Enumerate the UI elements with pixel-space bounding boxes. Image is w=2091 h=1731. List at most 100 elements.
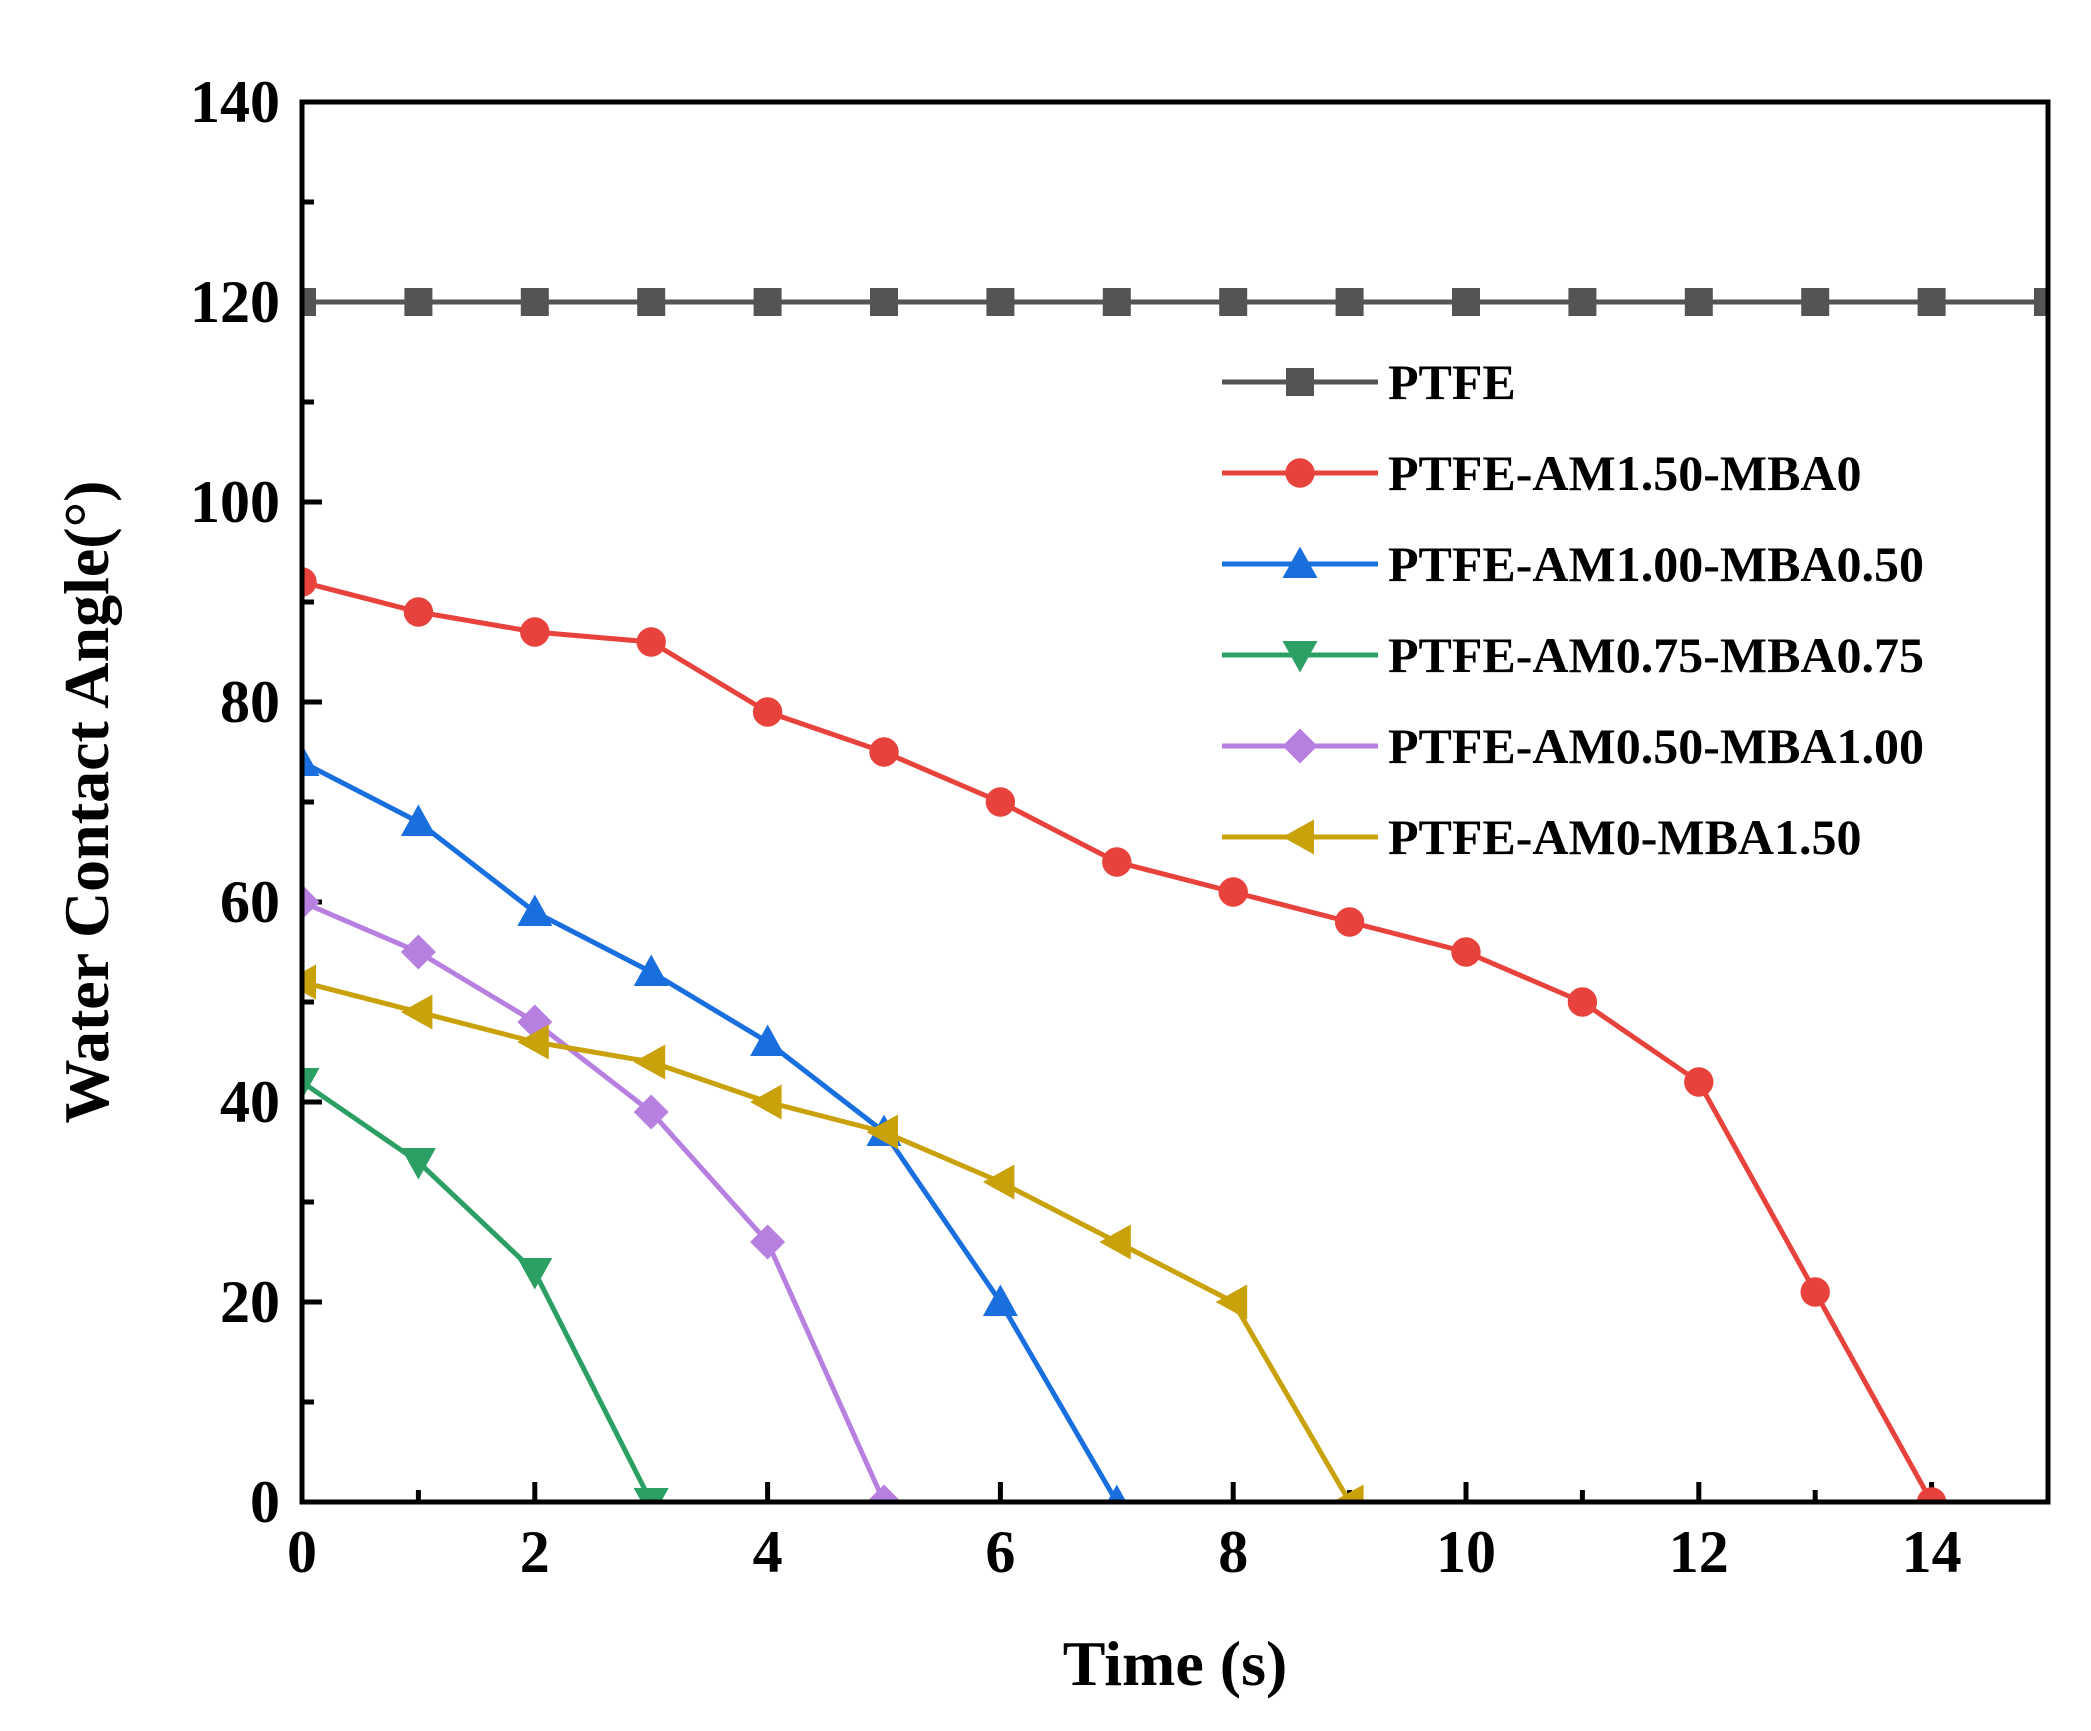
data-point bbox=[1219, 288, 1248, 316]
legend-label: PTFE-AM1.50-MBA0 bbox=[1388, 445, 1862, 501]
data-point bbox=[866, 1114, 898, 1150]
series-line bbox=[302, 1079, 654, 1502]
data-point bbox=[750, 1024, 786, 1056]
series-5 bbox=[302, 884, 902, 1502]
y-tick-label: 140 bbox=[190, 69, 280, 135]
data-point bbox=[403, 597, 434, 627]
legend-entry: PTFE bbox=[1222, 354, 1516, 410]
legend-label: PTFE-AM0-MBA1.50 bbox=[1388, 809, 1862, 865]
series-line bbox=[302, 759, 1119, 1502]
data-point bbox=[302, 964, 316, 1000]
legend-marker bbox=[1285, 458, 1315, 488]
data-point bbox=[1684, 1067, 1714, 1097]
data-point bbox=[302, 744, 320, 776]
data-point bbox=[400, 1148, 436, 1180]
plot-frame bbox=[299, 99, 2051, 1505]
series-2 bbox=[302, 567, 1947, 1502]
data-point bbox=[1332, 1484, 1364, 1502]
data-point bbox=[1334, 907, 1365, 937]
y-tick-label: 120 bbox=[190, 269, 280, 335]
x-tick-label: 12 bbox=[1669, 1519, 1729, 1585]
series-line bbox=[302, 979, 1352, 1502]
data-point bbox=[2034, 288, 2048, 316]
data-point bbox=[1801, 288, 1830, 316]
data-point bbox=[517, 894, 553, 926]
data-point bbox=[1107, 1484, 1127, 1502]
x-tick-label: 4 bbox=[753, 1519, 783, 1585]
legend-label: PTFE-AM0.50-MBA1.00 bbox=[1388, 718, 1924, 774]
legend-marker bbox=[1282, 728, 1318, 764]
data-point bbox=[750, 1084, 782, 1120]
data-point bbox=[869, 737, 899, 767]
data-point bbox=[633, 1044, 666, 1080]
data-point bbox=[750, 1224, 786, 1260]
x-tick-label: 0 bbox=[287, 1519, 317, 1585]
data-point bbox=[400, 934, 436, 970]
data-point bbox=[400, 804, 436, 836]
data-point bbox=[866, 1484, 902, 1502]
data-point bbox=[1452, 288, 1480, 316]
data-point bbox=[870, 288, 898, 316]
series-4 bbox=[302, 1068, 669, 1502]
data-point bbox=[517, 1258, 553, 1290]
data-point bbox=[982, 1164, 1015, 1200]
data-point bbox=[1916, 1487, 1947, 1502]
data-point bbox=[1215, 1284, 1248, 1320]
y-tick-label: 60 bbox=[220, 869, 280, 935]
legend-label: PTFE-AM0.75-MBA0.75 bbox=[1388, 627, 1924, 683]
data-point bbox=[302, 567, 317, 597]
series-1 bbox=[302, 288, 2048, 316]
data-point bbox=[1335, 288, 1364, 316]
x-tick-label: 14 bbox=[1902, 1519, 1962, 1585]
legend-marker bbox=[1282, 641, 1318, 673]
y-tick-label: 100 bbox=[190, 469, 280, 535]
y-axis-title: Water Contact Angle(°) bbox=[51, 481, 122, 1124]
data-point bbox=[302, 1068, 320, 1100]
data-point bbox=[1099, 1224, 1131, 1260]
legend-marker bbox=[1282, 819, 1314, 855]
data-point bbox=[1102, 288, 1131, 316]
y-tick-label: 40 bbox=[220, 1069, 280, 1135]
legend-entry: PTFE-AM0-MBA1.50 bbox=[1222, 809, 1862, 865]
data-point bbox=[636, 627, 666, 657]
data-point bbox=[752, 697, 783, 727]
data-point bbox=[1102, 847, 1132, 877]
data-point bbox=[302, 884, 320, 920]
legend-marker bbox=[1286, 368, 1314, 396]
legend-label: PTFE-AM1.00-MBA0.50 bbox=[1388, 536, 1924, 592]
x-tick-label: 2 bbox=[520, 1519, 550, 1585]
x-axis-title: Time (s) bbox=[1063, 1628, 1288, 1699]
legend-label: PTFE bbox=[1388, 354, 1516, 410]
data-point bbox=[520, 288, 549, 316]
data-point bbox=[404, 288, 433, 316]
data-point bbox=[1568, 288, 1597, 316]
data-point bbox=[517, 1024, 549, 1060]
data-point bbox=[302, 288, 316, 316]
data-point bbox=[1451, 937, 1481, 967]
y-tick-label: 80 bbox=[220, 669, 280, 735]
data-point bbox=[633, 954, 669, 986]
data-point bbox=[986, 288, 1015, 316]
data-point bbox=[1684, 288, 1713, 316]
legend-entry: PTFE-AM1.50-MBA0 bbox=[1222, 445, 1862, 501]
data-point bbox=[637, 288, 666, 316]
series-6 bbox=[302, 964, 1364, 1502]
legend: PTFE PTFE-AM1.50-MBA0 PTFE-AM1.00-MBA0.50 P… bbox=[1222, 354, 1924, 865]
x-tick-label: 10 bbox=[1436, 1519, 1496, 1585]
y-tick-label: 20 bbox=[220, 1269, 280, 1335]
legend-entry: PTFE-AM0.50-MBA1.00 bbox=[1222, 718, 1924, 774]
data-series bbox=[302, 288, 2048, 1502]
data-point bbox=[400, 994, 433, 1030]
data-point bbox=[520, 617, 550, 647]
data-point bbox=[753, 288, 782, 316]
legend-entry: PTFE-AM0.75-MBA0.75 bbox=[1222, 627, 1924, 683]
data-point bbox=[633, 1488, 669, 1502]
series-3 bbox=[302, 744, 1127, 1502]
data-point bbox=[633, 1094, 669, 1130]
data-point bbox=[1800, 1277, 1830, 1307]
y-tick-label: 0 bbox=[250, 1469, 280, 1535]
data-point bbox=[985, 787, 1016, 817]
legend-marker bbox=[1282, 546, 1318, 578]
